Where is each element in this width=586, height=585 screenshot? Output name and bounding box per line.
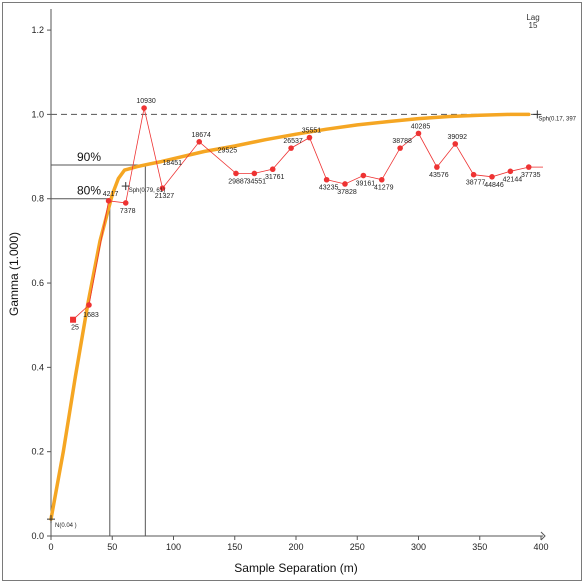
y-tick-label: 0.8 [31, 194, 44, 204]
experimental-point [269, 166, 276, 173]
experimental-point [288, 145, 294, 151]
experimental-point [251, 170, 258, 177]
experimental-point-label: 29525 [218, 147, 238, 154]
experimental-point [70, 316, 77, 323]
experimental-point-label: 25 [71, 325, 79, 332]
lag-value: 15 [529, 21, 538, 30]
experimental-point-label: 37828 [337, 189, 357, 196]
experimental-point [342, 181, 348, 187]
experimental-point-label: 38777 [466, 180, 486, 187]
experimental-point [306, 134, 313, 141]
x-axis-ticks: 0 50 100 150 200 250 300 350 400 [48, 536, 549, 552]
y-axis-ticks: 0.0 0.2 0.4 0.6 0.8 1.0 1.2 [31, 25, 51, 541]
experimental-point [415, 130, 422, 137]
experimental-point-label: 10930 [136, 98, 156, 105]
experimental-point [470, 171, 477, 178]
experimental-point-label: 39092 [448, 134, 468, 141]
experimental-point [489, 173, 495, 180]
experimental-point-label: 38788 [392, 138, 412, 145]
experimental-point-label: 29887 [228, 178, 248, 185]
experimental-point-label: 1683 [83, 312, 99, 319]
experimental-point-label: 39161 [356, 181, 376, 188]
experimental-point-label: 18674 [191, 132, 211, 139]
experimental-point-label: 37735 [521, 172, 541, 179]
experimental-point-label: 43235 [319, 185, 339, 192]
experimental-point [360, 172, 367, 179]
y-tick-label: 0.0 [31, 531, 44, 541]
percent-label: 80% [77, 184, 101, 198]
experimental-point-label: 34551 [247, 178, 267, 185]
x-tick-label: 50 [107, 542, 117, 552]
experimental-point-label: 18451 [163, 160, 183, 167]
sph1-label: Sph(0.79, 61) [129, 188, 165, 194]
y-tick-label: 0.4 [31, 362, 44, 372]
experimental-series: 2516834217737810930213271867429887345513… [70, 98, 543, 332]
percent-label: 90% [77, 150, 101, 164]
experimental-point-label: 21327 [155, 193, 175, 200]
x-tick-label: 100 [166, 542, 181, 552]
experimental-point-label: 43576 [429, 172, 449, 179]
x-tick-label: 350 [472, 542, 487, 552]
experimental-point [159, 185, 166, 191]
model-curve [49, 112, 531, 521]
experimental-point-label: 44846 [484, 182, 504, 189]
x-axis-title: Sample Separation (m) [234, 561, 357, 575]
x-tick-label: 0 [48, 542, 53, 552]
y-tick-label: 1.2 [31, 25, 44, 35]
experimental-point [397, 145, 403, 151]
experimental-point [105, 198, 112, 204]
model-curve-group [49, 112, 531, 521]
reference-lines: 90% 80% [51, 113, 541, 536]
x-tick-label: 250 [350, 542, 365, 552]
experimental-point-label: 4217 [103, 191, 119, 198]
experimental-point [196, 139, 203, 145]
experimental-point [233, 170, 239, 177]
y-tick-label: 0.2 [31, 447, 44, 457]
experimental-point-label: 35551 [302, 128, 322, 135]
nugget-label: N(0.04 ) [55, 523, 77, 529]
x-tick-label: 200 [288, 542, 303, 552]
experimental-point [525, 164, 532, 170]
y-tick-label: 1.0 [31, 109, 44, 119]
x-axis-arrow [540, 531, 546, 541]
experimental-point [378, 176, 385, 183]
axes [50, 9, 546, 541]
experimental-point [141, 105, 147, 111]
x-tick-label: 400 [533, 542, 548, 552]
experimental-point-label: 31761 [265, 174, 285, 181]
experimental-line [72, 108, 529, 320]
experimental-point [507, 168, 514, 175]
x-tick-label: 300 [411, 542, 426, 552]
y-axis-title: Gamma (1.000) [7, 232, 21, 316]
experimental-point-label: 26537 [283, 138, 303, 145]
chart-frame [2, 2, 582, 581]
experimental-point [434, 164, 440, 170]
x-tick-label: 150 [227, 542, 242, 552]
experimental-point-label: 40285 [411, 123, 431, 130]
experimental-point [86, 302, 92, 308]
experimental-point-label: 41279 [374, 185, 394, 192]
experimental-point [122, 200, 129, 206]
experimental-point-label: 7378 [120, 208, 136, 215]
experimental-point [452, 141, 459, 147]
annotations: N(0.04 ) Sph(0.79, 61) Sph(0.17, 397 [47, 110, 577, 529]
experimental-point-label: 42144 [503, 176, 523, 183]
y-tick-label: 0.6 [31, 278, 44, 288]
lag-title: Lag [526, 13, 539, 22]
experimental-point [323, 176, 330, 183]
sph2-label: Sph(0.17, 397 [538, 116, 576, 122]
